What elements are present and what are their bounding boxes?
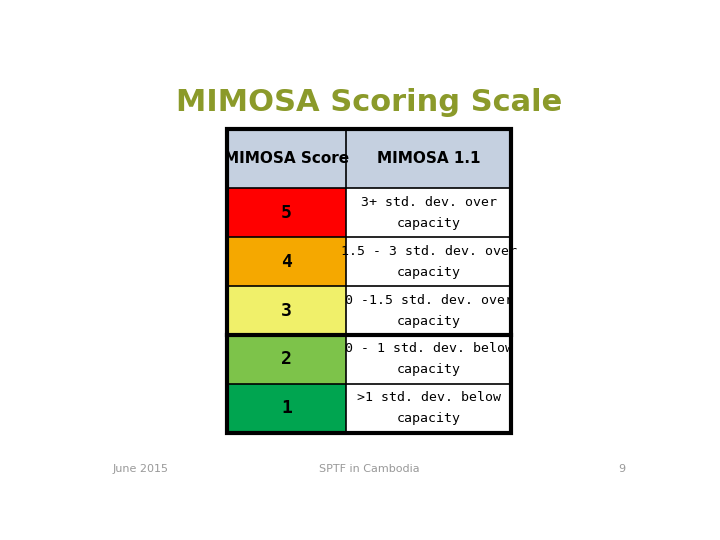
Bar xyxy=(346,129,511,188)
Text: MIMOSA Score: MIMOSA Score xyxy=(224,151,349,166)
Bar xyxy=(227,286,346,335)
Bar xyxy=(346,286,511,335)
Bar xyxy=(227,188,346,237)
Bar xyxy=(227,384,346,433)
Text: 3: 3 xyxy=(281,302,292,320)
Text: 2: 2 xyxy=(281,350,292,368)
Bar xyxy=(227,129,346,188)
Text: 5: 5 xyxy=(281,204,292,222)
Text: 4: 4 xyxy=(281,253,292,271)
Text: MIMOSA 1.1: MIMOSA 1.1 xyxy=(377,151,480,166)
Text: >1 std. dev. below
capacity: >1 std. dev. below capacity xyxy=(357,392,501,426)
Bar xyxy=(346,188,511,237)
Text: 0 - 1 std. dev. below
capacity: 0 - 1 std. dev. below capacity xyxy=(345,342,513,376)
Text: SPTF in Cambodia: SPTF in Cambodia xyxy=(319,464,419,474)
Bar xyxy=(227,129,511,433)
Bar xyxy=(346,237,511,286)
Bar xyxy=(346,335,511,384)
Bar xyxy=(346,384,511,433)
Text: 1: 1 xyxy=(281,400,292,417)
Text: 1.5 - 3 std. dev. over
capacity: 1.5 - 3 std. dev. over capacity xyxy=(341,245,517,279)
Text: 9: 9 xyxy=(618,464,626,474)
Text: MIMOSA Scoring Scale: MIMOSA Scoring Scale xyxy=(176,87,562,117)
Text: 0 -1.5 std. dev. over
capacity: 0 -1.5 std. dev. over capacity xyxy=(345,294,513,328)
Text: June 2015: June 2015 xyxy=(112,464,168,474)
Text: 3+ std. dev. over
capacity: 3+ std. dev. over capacity xyxy=(361,196,497,230)
Bar xyxy=(227,335,346,384)
Bar xyxy=(227,237,346,286)
